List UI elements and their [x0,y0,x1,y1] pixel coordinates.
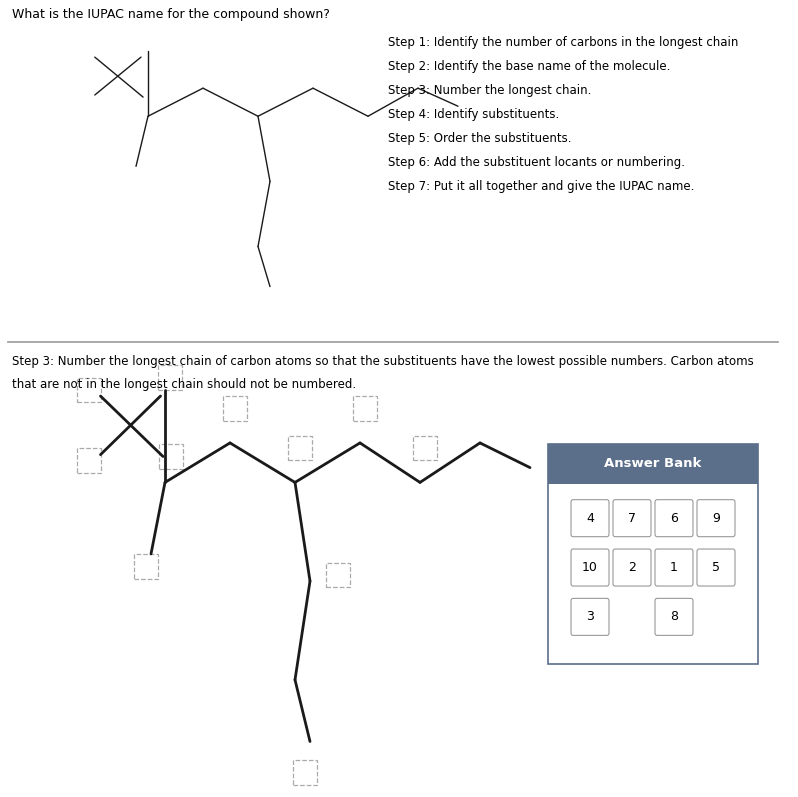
FancyBboxPatch shape [697,549,735,586]
Text: 7: 7 [628,512,636,524]
FancyBboxPatch shape [223,396,247,421]
Text: 2: 2 [628,561,636,574]
FancyBboxPatch shape [571,549,609,586]
FancyBboxPatch shape [655,599,693,635]
FancyBboxPatch shape [77,378,101,402]
FancyBboxPatch shape [613,500,651,536]
Text: Step 1: Identify the number of carbons in the longest chain: Step 1: Identify the number of carbons i… [388,36,738,49]
FancyBboxPatch shape [571,500,609,536]
FancyBboxPatch shape [77,449,101,473]
Text: Step 2: Identify the base name of the molecule.: Step 2: Identify the base name of the mo… [388,60,670,73]
FancyBboxPatch shape [293,760,317,785]
Text: Step 7: Put it all together and give the IUPAC name.: Step 7: Put it all together and give the… [388,180,694,194]
Text: Answer Bank: Answer Bank [604,457,701,470]
Text: Step 6: Add the substituent locants or numbering.: Step 6: Add the substituent locants or n… [388,156,685,169]
FancyBboxPatch shape [548,444,758,664]
FancyBboxPatch shape [326,563,350,587]
FancyBboxPatch shape [158,365,182,390]
Text: 9: 9 [712,512,720,524]
FancyBboxPatch shape [413,435,437,460]
FancyBboxPatch shape [613,549,651,586]
FancyBboxPatch shape [655,500,693,536]
Text: that are not in the longest chain should not be numbered.: that are not in the longest chain should… [12,378,356,391]
FancyBboxPatch shape [655,549,693,586]
Text: 6: 6 [670,512,678,524]
FancyBboxPatch shape [288,435,312,460]
Text: 10: 10 [582,561,598,574]
FancyBboxPatch shape [159,444,183,469]
Text: 8: 8 [670,611,678,623]
FancyBboxPatch shape [134,554,158,579]
Text: Step 4: Identify substituents.: Step 4: Identify substituents. [388,108,559,121]
Text: Step 5: Order the substituents.: Step 5: Order the substituents. [388,132,571,145]
Text: 3: 3 [586,611,594,623]
FancyBboxPatch shape [697,500,735,536]
Text: What is the IUPAC name for the compound shown?: What is the IUPAC name for the compound … [12,8,330,21]
Text: 5: 5 [712,561,720,574]
Text: Step 3: Number the longest chain.: Step 3: Number the longest chain. [388,84,591,97]
Text: Step 3: Number the longest chain of carbon atoms so that the substituents have t: Step 3: Number the longest chain of carb… [12,355,754,368]
Text: 1: 1 [670,561,678,574]
FancyBboxPatch shape [571,599,609,635]
FancyBboxPatch shape [353,396,377,421]
FancyBboxPatch shape [548,444,758,484]
Text: 4: 4 [586,512,594,524]
